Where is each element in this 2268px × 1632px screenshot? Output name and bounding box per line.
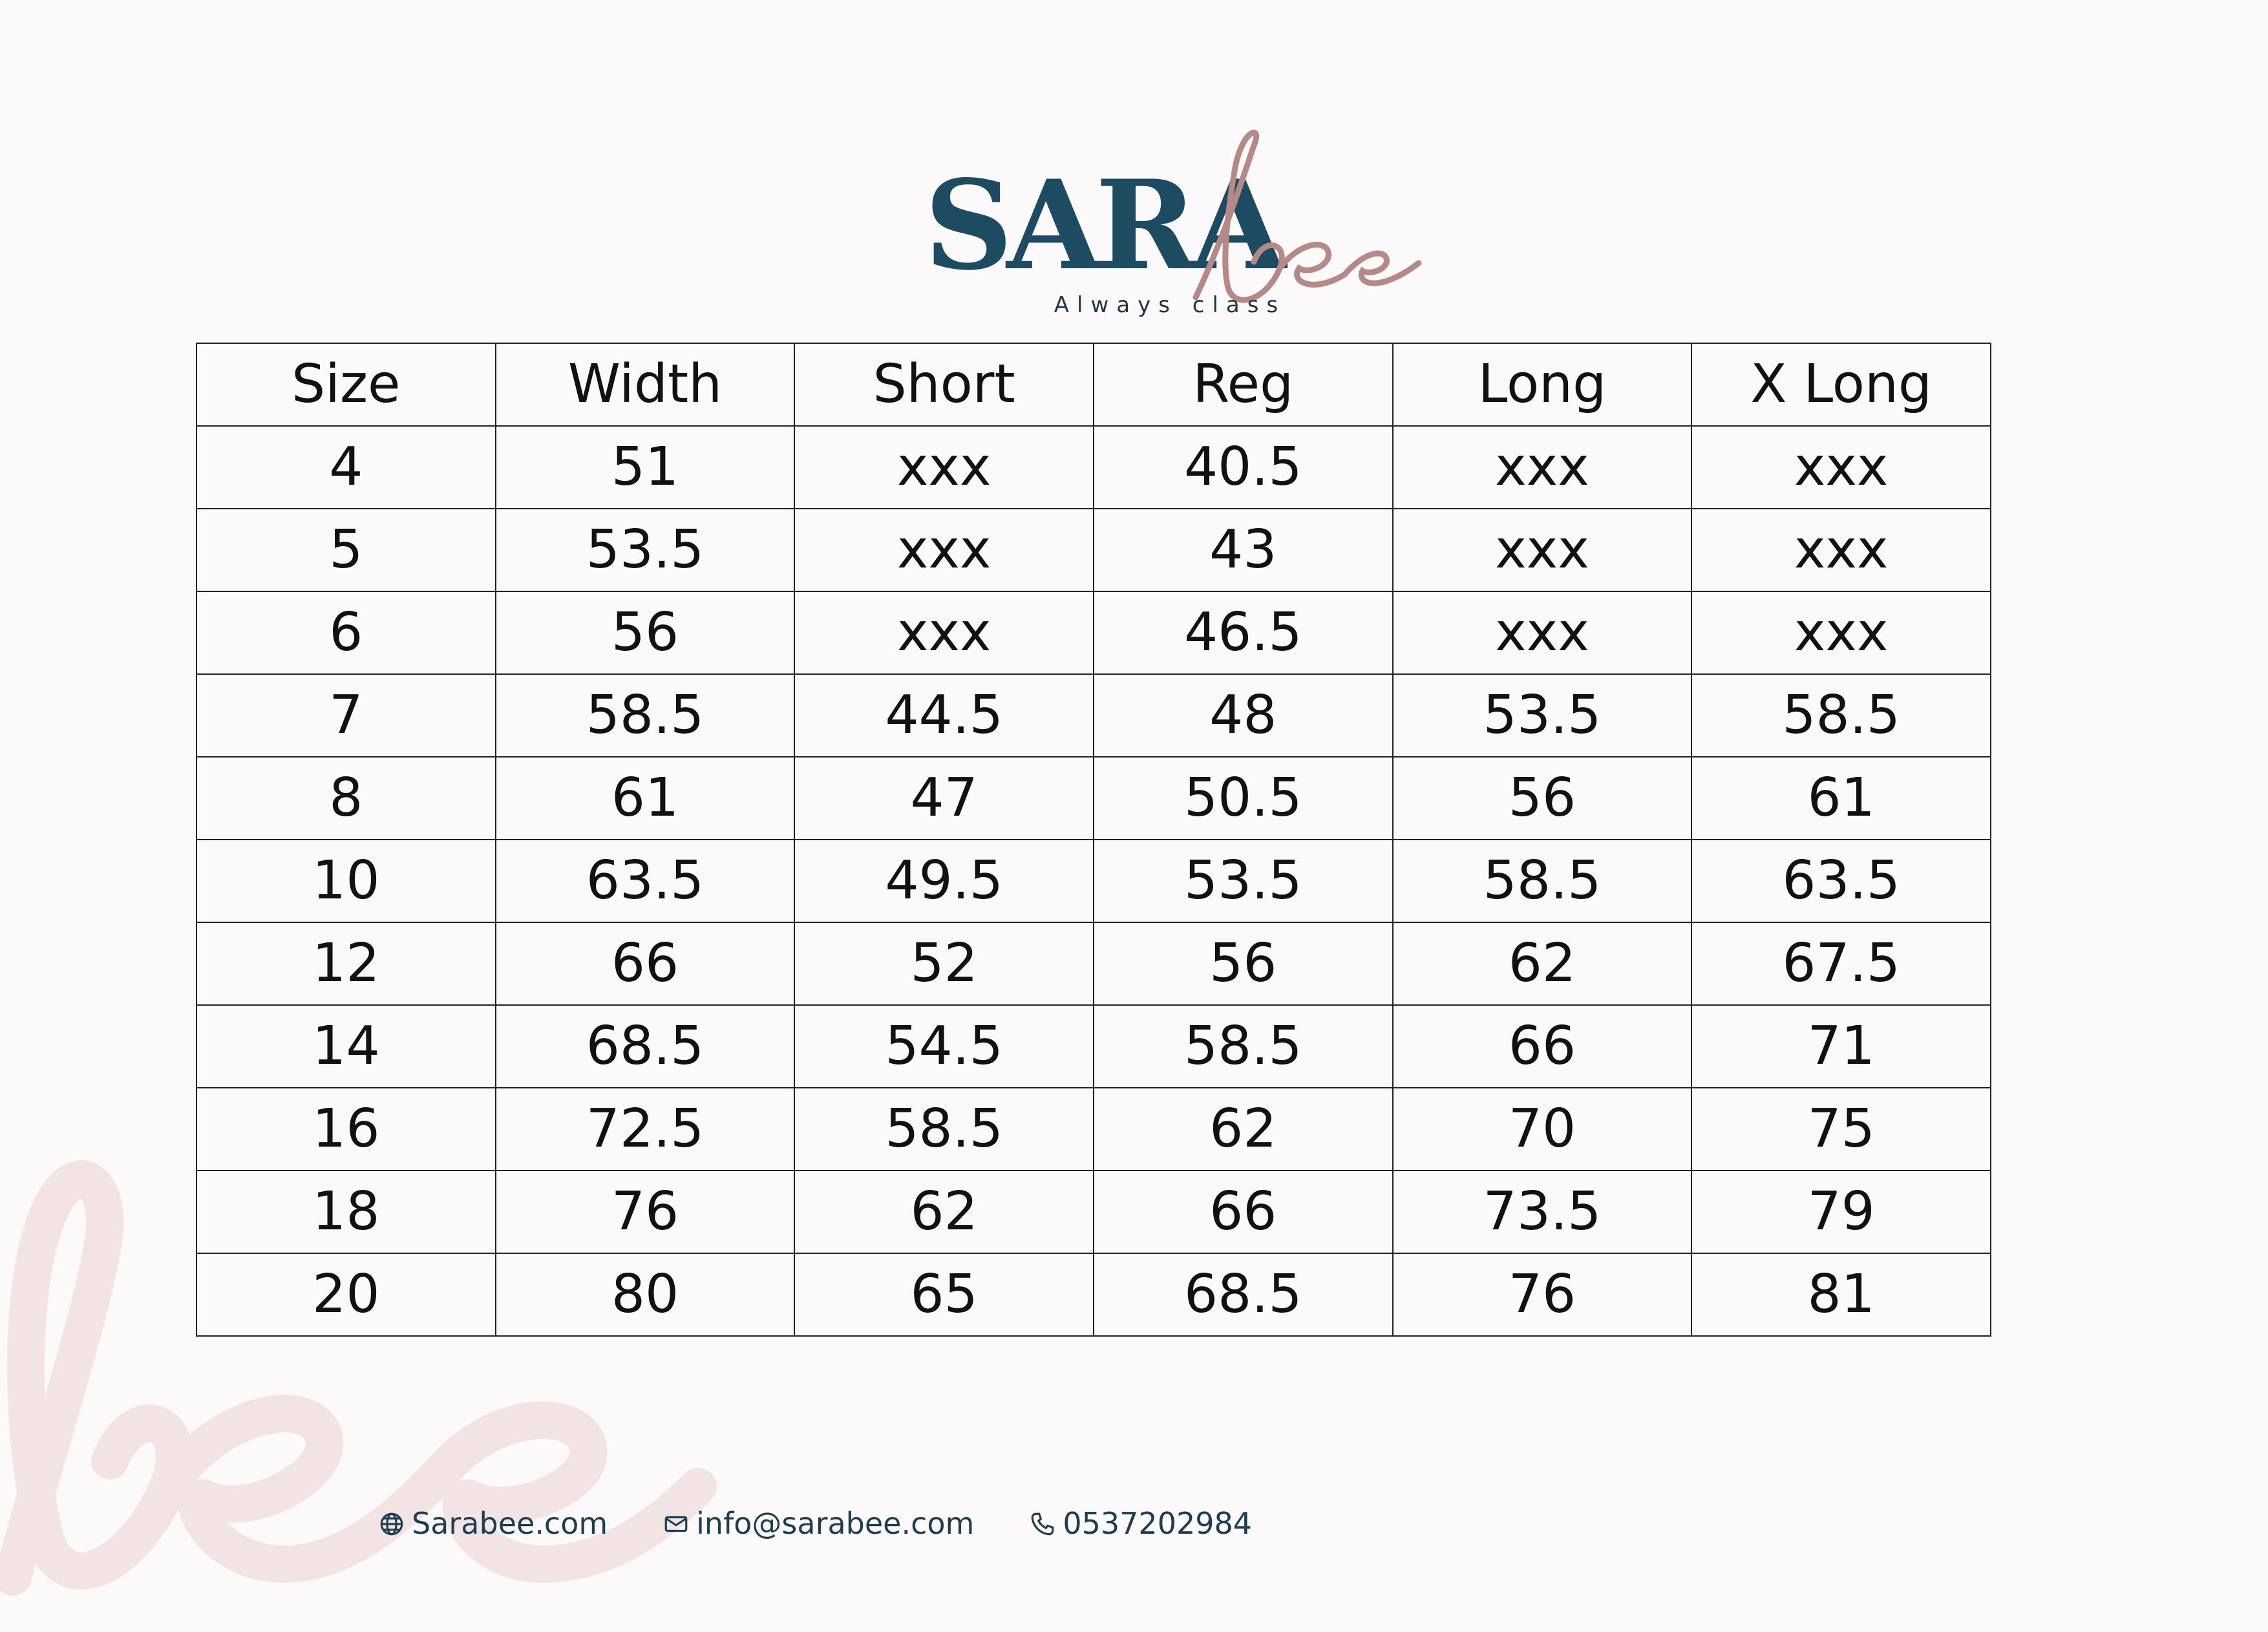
table-cell: 67.5 bbox=[1691, 922, 1991, 1006]
table-cell: 53.5 bbox=[1092, 839, 1394, 923]
table-cell: 49.5 bbox=[794, 839, 1094, 923]
table-cell: 73.5 bbox=[1392, 1170, 1693, 1254]
table-cell: 58.5 bbox=[1092, 1004, 1394, 1088]
table-cell: 58.5 bbox=[1691, 673, 1991, 758]
header-size: Size bbox=[196, 343, 496, 427]
table-cell: 66 bbox=[1092, 1170, 1394, 1254]
brand-logo: SARA bbox=[918, 126, 1422, 326]
table-cell: 10 bbox=[196, 839, 496, 923]
table-cell: 56 bbox=[494, 591, 796, 675]
table-cell: 58.5 bbox=[794, 1087, 1094, 1171]
table-header-row: Size Width Short Reg Long X Long bbox=[196, 343, 1991, 427]
table-cell: xxx bbox=[794, 425, 1094, 509]
table-cell: 68.5 bbox=[494, 1004, 796, 1088]
table-cell: 53.5 bbox=[1392, 673, 1693, 758]
globe-icon bbox=[378, 1510, 405, 1537]
table-cell: xxx bbox=[1392, 591, 1693, 675]
table-row: 4 51 xxx 40.5 xxx xxx bbox=[196, 425, 1991, 509]
table-cell: 4 bbox=[196, 425, 496, 509]
email-link[interactable]: info@sarabee.com bbox=[662, 1506, 974, 1541]
table-row: 16 72.5 58.5 62 70 75 bbox=[196, 1087, 1991, 1171]
table-cell: 5 bbox=[196, 508, 496, 592]
mail-icon bbox=[662, 1510, 690, 1537]
table-row: 6 56 xxx 46.5 xxx xxx bbox=[196, 591, 1991, 675]
table-cell: 63.5 bbox=[494, 839, 796, 923]
table-cell: 51 bbox=[494, 425, 796, 509]
table-row: 5 53.5 xxx 43 xxx xxx bbox=[196, 508, 1991, 592]
table-row: 18 76 62 66 73.5 79 bbox=[196, 1170, 1991, 1254]
header-x-long: X Long bbox=[1691, 343, 1991, 427]
table-cell: 62 bbox=[1092, 1087, 1394, 1171]
table-cell: 43 bbox=[1092, 508, 1394, 592]
table-cell: 40.5 bbox=[1092, 425, 1394, 509]
table-cell: xxx bbox=[1691, 591, 1991, 675]
table-cell: 12 bbox=[196, 922, 496, 1006]
table-cell: xxx bbox=[794, 508, 1094, 592]
table-cell: xxx bbox=[1392, 508, 1693, 592]
table-cell: 63.5 bbox=[1691, 839, 1991, 923]
table-cell: 53.5 bbox=[494, 508, 796, 592]
table-cell: xxx bbox=[1691, 425, 1991, 509]
table-cell: 80 bbox=[494, 1253, 796, 1337]
logo-script-bee bbox=[1192, 129, 1422, 303]
table-cell: 62 bbox=[1392, 922, 1693, 1006]
header-long: Long bbox=[1392, 343, 1693, 427]
table-cell: 50.5 bbox=[1092, 756, 1394, 840]
table-cell: 14 bbox=[196, 1004, 496, 1088]
table-cell: 48 bbox=[1092, 673, 1394, 758]
table-cell: 61 bbox=[494, 756, 796, 840]
table-cell: 66 bbox=[1392, 1004, 1693, 1088]
table-cell: 71 bbox=[1691, 1004, 1991, 1088]
phone-icon bbox=[1029, 1510, 1056, 1537]
table-cell: 54.5 bbox=[794, 1004, 1094, 1088]
table-cell: xxx bbox=[1691, 508, 1991, 592]
table-cell: 8 bbox=[196, 756, 496, 840]
table-cell: 6 bbox=[196, 591, 496, 675]
table-cell: 56 bbox=[1092, 922, 1394, 1006]
table-cell: 76 bbox=[494, 1170, 796, 1254]
table-row: 10 63.5 49.5 53.5 58.5 63.5 bbox=[196, 839, 1991, 923]
table-cell: 58.5 bbox=[1392, 839, 1693, 923]
table-cell: 81 bbox=[1691, 1253, 1991, 1337]
email-text: info@sarabee.com bbox=[696, 1506, 975, 1541]
table-cell: 72.5 bbox=[494, 1087, 796, 1171]
table-cell: xxx bbox=[794, 591, 1094, 675]
table-cell: 79 bbox=[1691, 1170, 1991, 1254]
brand-tagline: Always class bbox=[1054, 292, 1286, 318]
table-cell: 58.5 bbox=[494, 673, 796, 758]
header-width: Width bbox=[494, 343, 796, 427]
table-cell: 20 bbox=[196, 1253, 496, 1337]
website-link[interactable]: Sarabee.com bbox=[378, 1506, 608, 1541]
table-row: 12 66 52 56 62 67.5 bbox=[196, 922, 1991, 1006]
table-cell: 61 bbox=[1691, 756, 1991, 840]
table-row: 8 61 47 50.5 56 61 bbox=[196, 756, 1991, 840]
phone-link[interactable]: 0537202984 bbox=[1029, 1506, 1252, 1541]
table-row: 20 80 65 68.5 76 81 bbox=[196, 1253, 1991, 1337]
table-cell: 7 bbox=[196, 673, 496, 758]
size-chart-table: Size Width Short Reg Long X Long 4 51 xx… bbox=[196, 343, 1991, 1337]
table-cell: 46.5 bbox=[1092, 591, 1394, 675]
website-text: Sarabee.com bbox=[412, 1506, 608, 1541]
header-short: Short bbox=[794, 343, 1094, 427]
phone-text: 0537202984 bbox=[1063, 1506, 1253, 1541]
table-cell: 68.5 bbox=[1092, 1253, 1394, 1337]
header-reg: Reg bbox=[1092, 343, 1394, 427]
table-cell: 76 bbox=[1392, 1253, 1693, 1337]
table-cell: xxx bbox=[1392, 425, 1693, 509]
table-row: 14 68.5 54.5 58.5 66 71 bbox=[196, 1004, 1991, 1088]
watermark-script bbox=[0, 1073, 717, 1629]
table-cell: 44.5 bbox=[794, 673, 1094, 758]
table-cell: 75 bbox=[1691, 1087, 1991, 1171]
table-cell: 66 bbox=[494, 922, 796, 1006]
table-cell: 56 bbox=[1392, 756, 1693, 840]
table-cell: 47 bbox=[794, 756, 1094, 840]
contact-footer: Sarabee.com info@sarabee.com 0537202984 bbox=[378, 1506, 1307, 1541]
table-row: 7 58.5 44.5 48 53.5 58.5 bbox=[196, 673, 1991, 758]
table-cell: 62 bbox=[794, 1170, 1094, 1254]
table-cell: 16 bbox=[196, 1087, 496, 1171]
table-cell: 18 bbox=[196, 1170, 496, 1254]
table-cell: 52 bbox=[794, 922, 1094, 1006]
table-cell: 65 bbox=[794, 1253, 1094, 1337]
table-cell: 70 bbox=[1392, 1087, 1693, 1171]
